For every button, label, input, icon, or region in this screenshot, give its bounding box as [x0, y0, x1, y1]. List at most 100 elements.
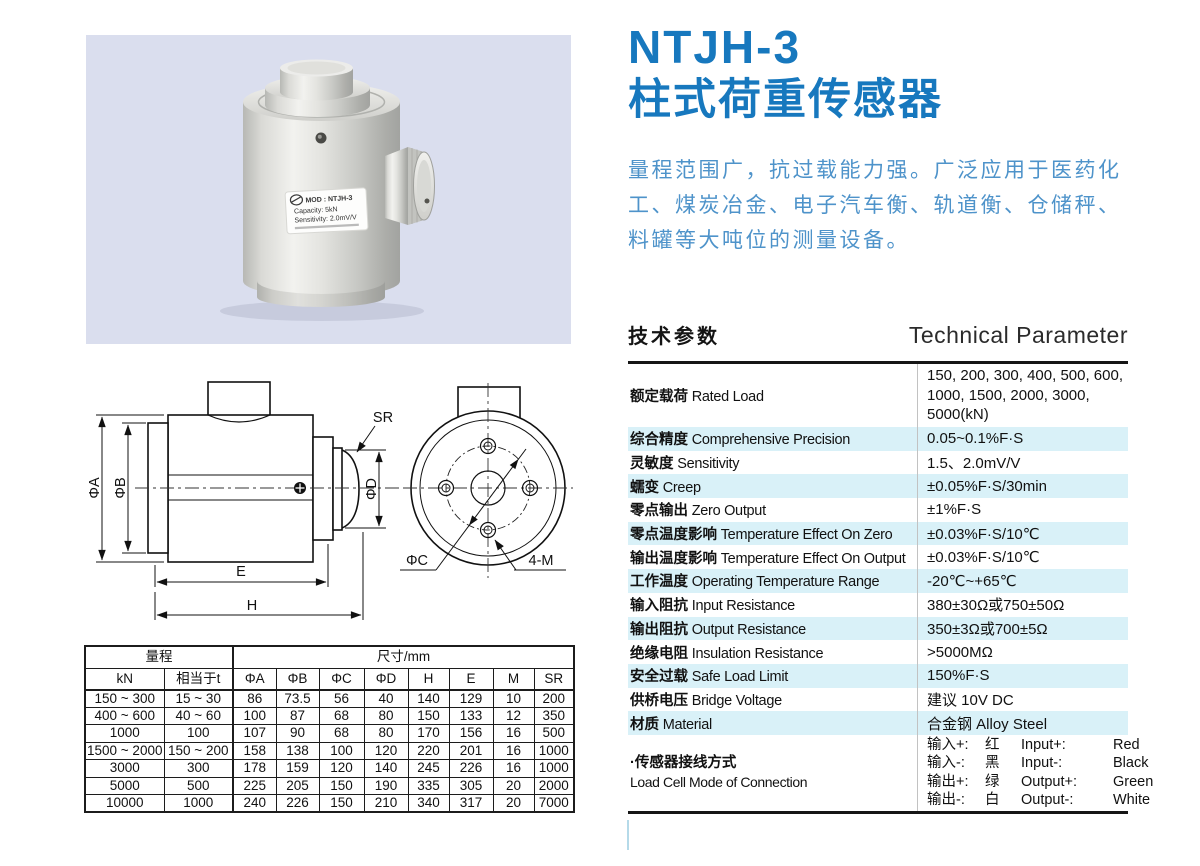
- dim-cell: 1500 ~ 2000: [84, 741, 165, 761]
- wire-label-en: Input-:: [1021, 755, 1063, 772]
- dim-cell: 1000: [84, 724, 165, 743]
- dim-table-row: 150 ~ 300 15 ~ 30 86 73.5 56 40 140 129 10 200: [84, 689, 575, 708]
- param-value: 350±3Ω或700±5Ω: [927, 620, 1048, 638]
- param-value: >5000MΩ: [927, 643, 993, 661]
- dim-cell: 12: [492, 706, 535, 726]
- dim-cell: 156: [448, 724, 494, 743]
- wire-color-en: White: [1113, 792, 1151, 809]
- param-row: 供桥电压 Bridge Voltage 建议 10V DC: [628, 688, 1128, 712]
- dim-column-header: H: [407, 667, 450, 691]
- product-description: 量程范围广，抗过载能力强。广泛应用于医药化工、煤炭冶金、电子汽车衡、轨道衡、仓储…: [628, 159, 1122, 252]
- dim-cell: 150: [318, 794, 365, 813]
- dim-cell: 138: [275, 741, 320, 761]
- param-label: 材质 Material: [630, 716, 712, 733]
- dim-cell: 150: [407, 706, 450, 726]
- screw-highlight: [317, 134, 322, 139]
- param-row: 绝缘电阻 Insulation Resistance >5000MΩ: [628, 640, 1128, 664]
- dim-cell: 200: [533, 689, 575, 708]
- param-row: 额定载荷 Rated Load 150, 200, 300, 400, 500, …: [628, 364, 1128, 427]
- base-shading: [257, 281, 385, 307]
- param-row: 安全过载 Safe Load Limit 150%F·S: [628, 663, 1128, 688]
- model-title: NTJH-3: [628, 21, 802, 73]
- dim-cell: 10: [492, 689, 535, 708]
- param-label: 供桥电压 Bridge Voltage: [630, 692, 782, 709]
- gt-brand-logo-icon: [289, 194, 304, 206]
- wire-label-zh: 输入+:: [927, 736, 969, 753]
- param-value: 0.05~0.1%F·S: [927, 430, 1024, 448]
- dim-column-header: M: [492, 667, 535, 691]
- dim-label-e: E: [236, 564, 246, 580]
- dim-cell: 16: [492, 724, 535, 743]
- param-label: 工作温度 Operating Temperature Range: [630, 574, 880, 591]
- dim-cell: 159: [275, 759, 320, 778]
- dim-column-header: SR: [533, 667, 575, 691]
- dim-cell: 120: [318, 759, 365, 778]
- dim-table-row: 1500 ~ 2000 150 ~ 200 158 138 100 120 220 201 16…: [84, 741, 575, 761]
- dim-cell: 16: [492, 759, 535, 778]
- dim-cell: 1000: [533, 741, 575, 761]
- drop-shadow: [220, 301, 424, 321]
- wire-label-zh: 输入-:: [927, 755, 965, 772]
- dim-cell: 1000: [533, 759, 575, 778]
- product-photo: MOD : NTJH-3 Capacity: 5kN Sensitivity: …: [86, 35, 571, 344]
- dim-cell: 150: [318, 776, 365, 796]
- param-row: 灵敏度 Sensitivity 1.5、2.0mV/V: [628, 451, 1128, 475]
- dim-cell: 140: [363, 759, 409, 778]
- connection-label-zh: ·传感器接线方式: [630, 755, 737, 772]
- dim-cell: 245: [407, 759, 450, 778]
- param-label: 零点输出 Zero Output: [630, 503, 766, 520]
- dim-group-header: 量程: [84, 645, 234, 669]
- side-view: ΦA ΦB ΦD SR E H: [87, 381, 428, 620]
- wire-color-zh: 红: [985, 736, 1000, 753]
- dim-label-sr: SR: [373, 410, 393, 426]
- cable-connector: [385, 147, 435, 225]
- connection-row: ·传感器接线方式 Load Cell Mode of Connection 输入…: [628, 735, 1153, 811]
- param-label: 输入阻抗 Input Resistance: [630, 598, 795, 615]
- dim-cell: 100: [232, 706, 277, 726]
- dim-table-row: 1000 100 107 90 68 80 170 156 16 500: [84, 724, 575, 743]
- wire-label-en: Output-:: [1021, 792, 1074, 809]
- dim-cell: 20: [492, 794, 535, 813]
- dim-cell: 1000: [163, 794, 234, 813]
- param-label: 安全过载 Safe Load Limit: [630, 669, 788, 686]
- param-value: ±0.03%F·S/10℃: [927, 525, 1040, 543]
- param-value: 150, 200, 300, 400, 500, 600, 1000, 1500…: [927, 367, 1124, 424]
- dim-cell: 305: [448, 776, 494, 796]
- param-value: 合金钢 Alloy Steel: [927, 715, 1048, 733]
- wire-color-zh: 黑: [985, 755, 1000, 772]
- dim-table-head: 量程 尺寸/mm kN 相当于t ΦA ΦB ΦC ΦD H E M SR: [84, 645, 575, 691]
- dim-label-4m: 4-M: [529, 553, 554, 569]
- param-label: 绝缘电阻 Insulation Resistance: [630, 645, 824, 662]
- technical-drawing: ΦA ΦB ΦD SR E H ΦC: [87, 381, 573, 620]
- dim-cell: 68: [318, 724, 365, 743]
- dim-cell: 340: [407, 794, 450, 813]
- dim-label-phiC: ΦC: [406, 553, 428, 569]
- dim-cell: 170: [407, 724, 450, 743]
- param-row: 材质 Material 合金钢 Alloy Steel: [628, 711, 1128, 735]
- dim-cell: 178: [232, 759, 277, 778]
- wire-label-zh: 输出+:: [927, 773, 969, 790]
- param-label: 零点温度影响 Temperature Effect On Zero: [630, 527, 893, 544]
- dim-cell: 335: [407, 776, 450, 796]
- dim-cell: 300: [163, 759, 234, 778]
- dim-column-header: 相当于t: [163, 667, 234, 691]
- dim-cell: 3000: [84, 759, 165, 778]
- dim-cell: 10000: [84, 794, 165, 813]
- param-row: 综合精度 Comprehensive Precision 0.05~0.1%F·S: [628, 427, 1128, 451]
- dim-label-h: H: [247, 598, 257, 614]
- end-view: ΦC 4-M: [400, 383, 573, 578]
- dim-cell: 400 ~ 600: [84, 706, 165, 726]
- dim-cell: 68: [318, 706, 365, 726]
- dim-cell: 86: [232, 689, 277, 708]
- dim-label-phiA: ΦA: [87, 477, 103, 499]
- right-column: NTJH-3 柱式荷重传感器 量程范围广，抗过载能力强。广泛应用于医药化工、煤炭…: [627, 0, 1153, 866]
- wire-list: 输入+: 红 Input+: Red 输入-: 黑 Input-: Black 输出+: 绿 Out…: [917, 736, 1153, 810]
- wire-label-zh: 输出-:: [927, 792, 965, 809]
- dim-cell: 20: [492, 776, 535, 796]
- label-capacity: Capacity: 5kN: [294, 206, 338, 215]
- dim-column-header: ΦD: [363, 667, 409, 691]
- dim-cell: 226: [275, 794, 320, 813]
- dim-cell: 16: [492, 741, 535, 761]
- param-row: 零点温度影响 Temperature Effect On Zero ±0.03%F…: [628, 521, 1128, 546]
